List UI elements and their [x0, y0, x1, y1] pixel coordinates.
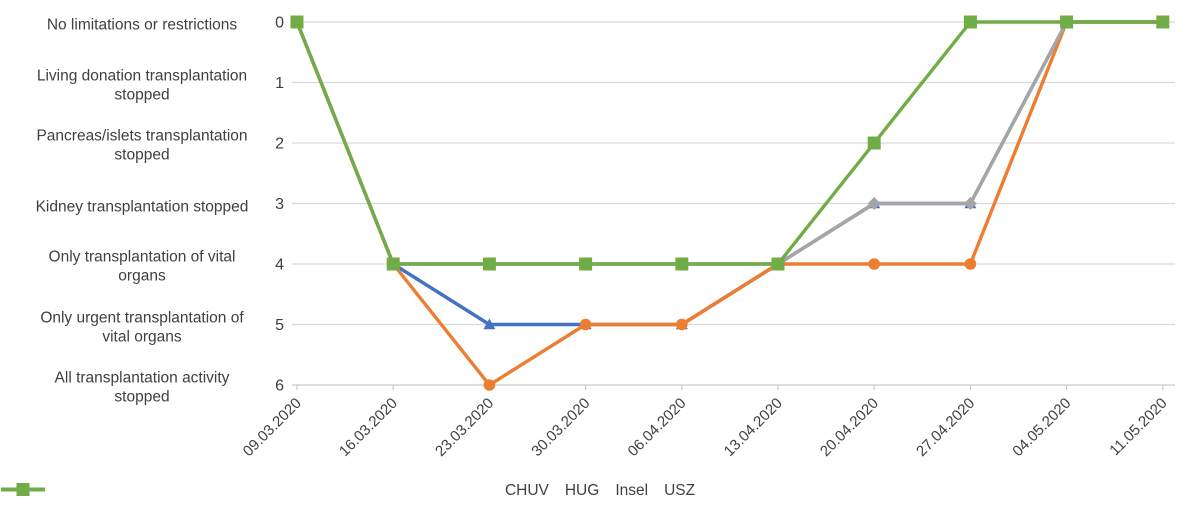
circle-marker-icon [579, 318, 592, 331]
y-axis-tick-value: 2 [275, 136, 284, 153]
x-axis-tick-label: 13.04.2020 [721, 395, 786, 460]
y-axis-category-label: Living donation transplantation stopped [36, 67, 248, 104]
square-marker-icon [579, 257, 593, 271]
legend-label: HUG [564, 482, 600, 499]
square-marker-icon [16, 483, 30, 496]
y-axis-category-label: No limitations or restrictions [46, 16, 238, 34]
y-axis-tick-value: 5 [275, 317, 284, 334]
series-line-usz [295, 20, 1163, 266]
circle-marker-icon [964, 258, 977, 270]
legend-item-insel: Insel [1, 482, 649, 500]
legend-label: Insel [615, 482, 649, 499]
y-axis-tick-value: 4 [275, 257, 284, 274]
y-axis-category-label: Only urgent transplantation of vital org… [40, 309, 244, 346]
square-marker-icon [675, 257, 689, 271]
circle-marker-icon [483, 379, 496, 391]
triangle-marker-icon [483, 318, 496, 330]
x-axis-tick-label: 06.04.2020 [625, 395, 690, 460]
square-marker-icon [771, 257, 785, 271]
series-chuv [291, 16, 1169, 330]
y-axis-tick-value: 3 [275, 196, 284, 213]
legend-item-hug: HUG [1, 482, 600, 500]
legend-label: CHUV [504, 482, 549, 499]
square-marker-icon [290, 15, 304, 29]
y-axis-category-label: Kidney transplantation stopped [35, 197, 249, 215]
series-line-hug [295, 20, 1163, 387]
legend-square-marker-icon [1, 483, 45, 496]
square-marker-icon [386, 257, 400, 271]
y-axis-category-label: Pancreas/islets transplantation stopped [36, 127, 248, 164]
x-axis-tick-label: 04.05.2020 [1009, 395, 1074, 460]
square-marker-icon [482, 257, 496, 271]
circle-marker-icon [676, 318, 688, 331]
square-marker-icon [1156, 15, 1170, 29]
y-axis-tick-value: 1 [275, 75, 284, 92]
y-axis-tick-value: 6 [275, 378, 284, 395]
x-axis-tick-label: 27.04.2020 [913, 395, 978, 460]
x-axis-tick-label: 09.03.2020 [240, 395, 305, 460]
x-axis-tick-label: 20.04.2020 [817, 395, 882, 460]
square-marker-icon [867, 136, 881, 150]
legend-item-usz: USZ [1, 482, 696, 500]
diamond-marker-icon [963, 197, 977, 210]
x-axis-tick-label: 23.03.2020 [432, 395, 497, 460]
y-axis-category-label: Only transplantation of vital organs [48, 248, 236, 285]
square-marker-icon [1060, 15, 1074, 29]
legend-label: USZ [664, 482, 696, 499]
series-line-chuv [295, 20, 1163, 327]
y-axis-category-label: All transplantation activity stopped [54, 369, 230, 406]
x-axis-tick-label: 16.03.2020 [336, 395, 401, 460]
y-axis-tick-value: 0 [275, 15, 284, 32]
chart-legend: CHUV HUG Insel USZ [0, 482, 1200, 500]
series-usz [290, 15, 1170, 271]
diamond-marker-icon [867, 197, 881, 210]
x-axis-tick-label: 11.05.2020 [1106, 395, 1170, 459]
circle-marker-icon [868, 258, 880, 270]
legend-item-chuv: CHUV [1, 482, 549, 500]
x-axis-tick-label: 30.03.2020 [528, 395, 593, 460]
square-marker-icon [963, 15, 977, 29]
